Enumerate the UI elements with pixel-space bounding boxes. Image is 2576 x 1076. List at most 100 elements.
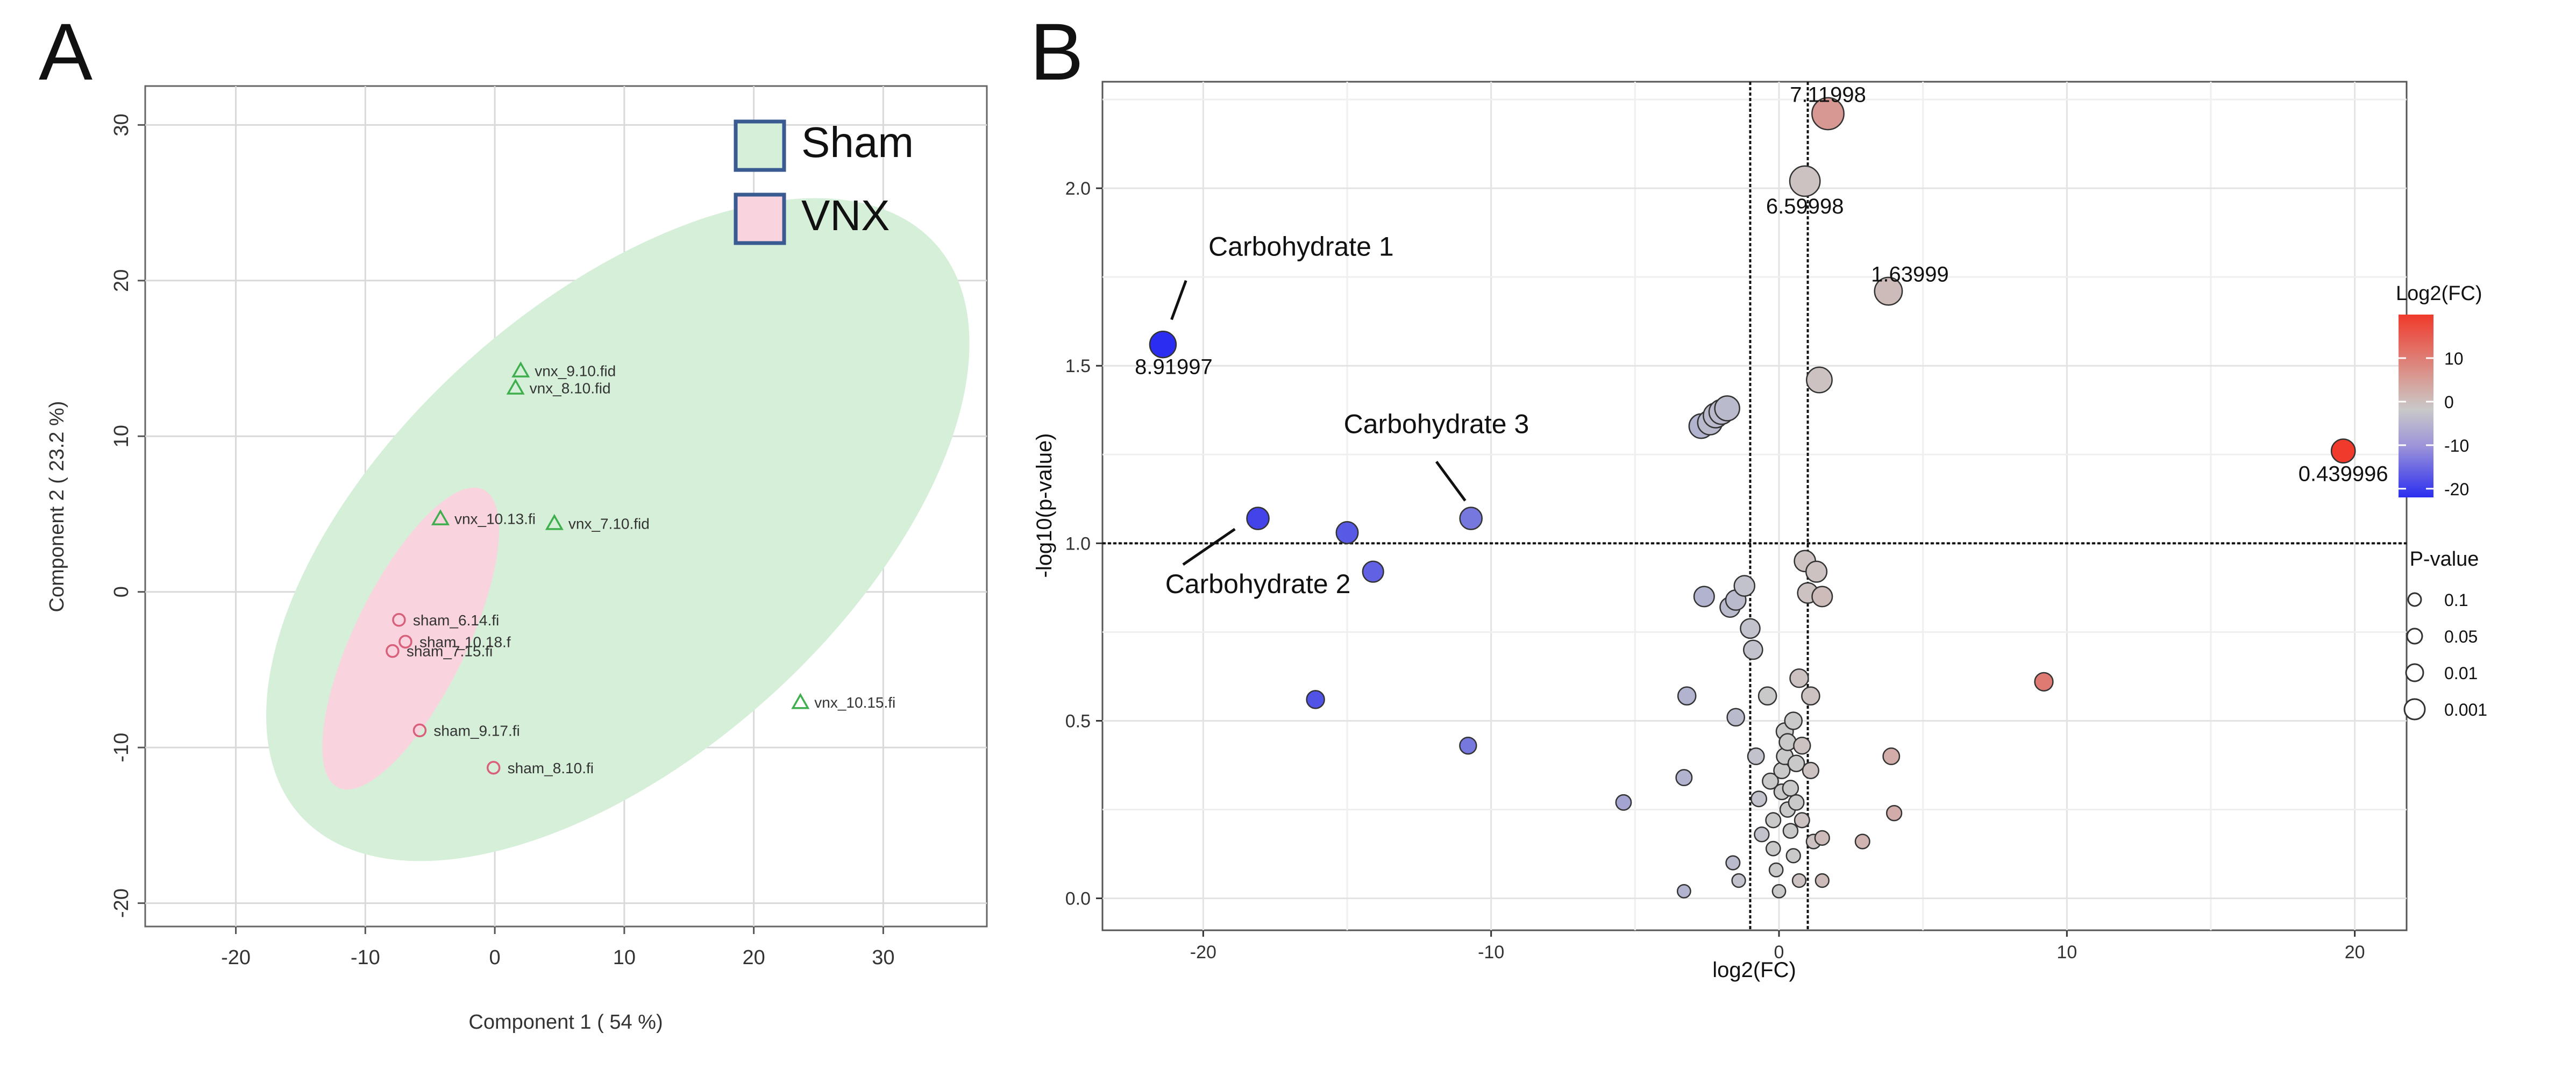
color-legend-tick-label: -20 — [2444, 480, 2469, 499]
volcano-point — [1246, 507, 1270, 530]
volcano-threshold-lines — [1102, 82, 2407, 930]
pca-x-tick-label: 20 — [742, 946, 765, 969]
pca-point-label: sham_6.14.fi — [413, 612, 499, 629]
volcano-point — [1806, 366, 1833, 394]
color-legend-ticks: 10 0 -10 -20 — [2399, 349, 2469, 499]
volcano-point-value-label: 1.63999 — [1871, 263, 1949, 287]
volcano-y-tick-label: 0.5 — [1065, 711, 1091, 731]
pca-point-vnx — [791, 693, 810, 709]
volcano-point — [1854, 833, 1870, 850]
volcano-plot: 7.11998 6.59998 1.63999 8.91997 0.439996 Car… — [1033, 81, 2487, 982]
legend-label-sham: Sham — [801, 118, 914, 166]
volcano-point — [1789, 165, 1821, 197]
panel-label-b: B — [1030, 6, 1084, 97]
volcano-point — [1768, 862, 1784, 878]
volcano-point — [1747, 747, 1765, 765]
volcano-point — [1675, 769, 1693, 787]
pca-x-tick-label: 0 — [489, 946, 501, 969]
pca-point-sham — [486, 761, 501, 775]
volcano-point — [1787, 754, 1805, 772]
volcano-point — [1771, 883, 1787, 899]
pca-point-sham — [392, 613, 406, 627]
pca-x-tick-label: 30 — [872, 946, 894, 969]
volcano-point — [1362, 560, 1384, 583]
size-legend-circle — [2406, 628, 2423, 645]
volcano-point — [1306, 690, 1325, 709]
panel-label-a: A — [39, 6, 92, 97]
color-legend-bar — [2399, 315, 2433, 497]
volcano-annotation-leaders — [1170, 280, 1467, 566]
volcano-y-tick-label: 1.5 — [1065, 356, 1091, 376]
volcano-point-value-label: 6.59998 — [1766, 195, 1844, 218]
volcano-y-ticks: 0.0 0.5 1.0 1.5 2.0 — [1065, 179, 1102, 909]
color-legend-tick-label: 0 — [2444, 393, 2454, 412]
volcano-point — [1750, 790, 1768, 808]
volcano-plot-area — [1101, 81, 2408, 931]
pca-y-ticks: -20 -10 0 10 20 30 — [110, 113, 145, 918]
volcano-point — [1693, 586, 1715, 608]
pca-y-axis-label: Component 2 ( 23.2 %) — [46, 401, 68, 612]
annotation-leader-line — [1435, 460, 1467, 502]
volcano-point — [1793, 736, 1811, 755]
volcano-point — [1784, 711, 1803, 730]
pca-point-label: vnx_10.13.fi — [454, 511, 536, 528]
volcano-point — [1882, 747, 1901, 765]
volcano-point — [1762, 772, 1779, 790]
pca-x-tick-label: -10 — [351, 946, 380, 969]
annotation-leader-line — [1170, 280, 1187, 320]
volcano-point — [1794, 812, 1810, 829]
volcano-point — [1789, 668, 1809, 688]
pca-y-tick-label: 10 — [110, 425, 133, 447]
volcano-y-axis-label: -log10(p-value) — [1033, 433, 1056, 578]
pca-y-tick-label: 30 — [110, 113, 133, 136]
annotation-leader-line — [1182, 528, 1236, 566]
volcano-point — [1676, 883, 1691, 899]
size-legend-label: 0.01 — [2444, 664, 2478, 683]
volcano-y-tick-label: 1.0 — [1065, 533, 1091, 554]
volcano-point-value-label: 8.91997 — [1135, 355, 1213, 379]
volcano-x-tick-label: 20 — [2345, 942, 2365, 963]
volcano-point-labels: 7.11998 6.59998 1.63999 8.91997 0.439996 — [1135, 83, 2388, 486]
color-legend-tick-label: -10 — [2444, 436, 2469, 455]
pca-point-label: sham_10.18.f — [419, 633, 511, 650]
volcano-point — [1740, 618, 1761, 639]
volcano-point — [1149, 330, 1177, 359]
pca-legend: Sham VNX — [734, 118, 914, 245]
legend-swatch-vnx — [734, 193, 786, 245]
volcano-x-tick-label: -10 — [1478, 942, 1504, 963]
color-legend-tick-label: 10 — [2444, 349, 2464, 368]
volcano-y-tick-label: 0.0 — [1065, 889, 1091, 909]
legend-label-vnx: VNX — [801, 191, 890, 239]
volcano-point-value-label: 7.11998 — [1790, 83, 1866, 106]
carbohydrate-annotation: Carbohydrate 1 — [1208, 232, 1394, 262]
volcano-point — [1811, 586, 1833, 608]
volcano-point — [1782, 780, 1799, 797]
color-legend-title: Log2(FC) — [2396, 282, 2482, 305]
color-legend: Log2(FC) 10 0 -10 -20 — [2396, 282, 2482, 499]
volcano-point — [1814, 873, 1830, 888]
carbohydrate-annotation: Carbohydrate 2 — [1165, 569, 1351, 599]
volcano-point — [1791, 873, 1807, 888]
volcano-x-tick-label: 10 — [2056, 942, 2077, 963]
size-legend-circle — [2405, 663, 2424, 682]
size-legend-items: 0.1 0.05 0.01 0.001 — [2403, 590, 2487, 721]
volcano-point — [1885, 804, 1903, 822]
volcano-point — [1731, 873, 1746, 888]
size-legend-circle — [2403, 698, 2426, 721]
volcano-point — [1615, 794, 1632, 811]
pca-x-tick-label: 10 — [613, 946, 636, 969]
pca-point-label: vnx_9.10.fid — [535, 363, 616, 380]
size-legend-label: 0.1 — [2444, 590, 2468, 610]
volcano-point — [1733, 575, 1756, 597]
volcano-point — [1459, 736, 1477, 755]
pca-point-sham — [412, 723, 427, 738]
pca-point-vnx — [431, 509, 450, 525]
volcano-point — [1335, 521, 1359, 545]
volcano-point — [1459, 507, 1483, 530]
volcano-point — [1765, 840, 1781, 857]
carbohydrate-annotation: Carbohydrate 3 — [1344, 409, 1529, 439]
volcano-point — [1754, 826, 1770, 843]
